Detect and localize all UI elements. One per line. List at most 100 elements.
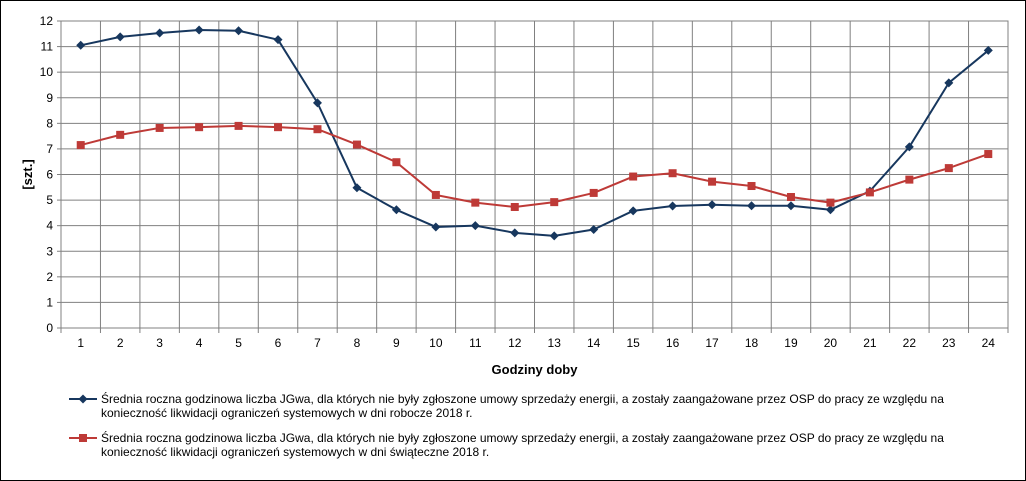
- x-tick-label: 13: [548, 336, 562, 350]
- data-point-diamond: [825, 205, 835, 215]
- data-point-square: [195, 123, 204, 132]
- x-axis-title: Godziny doby: [492, 362, 579, 377]
- x-axis-ticks: 1 2 3 4 5 6 7 8 9 10 11 12 13 14 15 16 17 18 19 20 21 22 23 24: [60, 328, 1009, 350]
- x-tick-label: 22: [903, 336, 917, 350]
- data-point-diamond: [352, 183, 362, 193]
- y-tick-label: 4: [46, 219, 53, 233]
- data-point-diamond: [431, 222, 441, 232]
- x-tick-label: 16: [666, 336, 680, 350]
- series-line: [80, 124, 989, 208]
- x-tick-label: 23: [942, 336, 956, 350]
- series: [76, 25, 993, 241]
- y-tick-label: 11: [41, 40, 54, 54]
- data-point-diamond: [510, 228, 520, 238]
- data-point-square: [668, 169, 677, 178]
- data-point-square: [76, 141, 85, 150]
- data-point-square: [786, 193, 795, 202]
- y-tick-label: 1: [46, 295, 53, 309]
- legend-label: Średnia roczna godzinowa liczba JGwa, dl…: [101, 391, 944, 406]
- data-point-square: [826, 198, 835, 207]
- data-point-square: [944, 164, 953, 173]
- data-point-square: [274, 123, 283, 132]
- legend-label: Średnia roczna godzinowa liczba JGwa, dl…: [101, 430, 944, 445]
- x-tick-label: 14: [587, 336, 601, 350]
- data-point-diamond: [194, 25, 204, 35]
- y-tick-label: 12: [40, 14, 54, 28]
- data-point-square: [471, 198, 480, 207]
- y-tick-label: 10: [40, 65, 54, 79]
- data-point-diamond: [470, 221, 480, 231]
- x-tick-label: 1: [77, 336, 84, 350]
- y-tick-label: 8: [46, 116, 53, 130]
- y-tick-label: 7: [46, 142, 53, 156]
- legend: Średnia roczna godzinowa liczba JGwa, dl…: [69, 391, 944, 459]
- x-tick-label: 8: [354, 336, 361, 350]
- x-tick-label: 10: [429, 336, 443, 350]
- data-point-square: [629, 172, 638, 181]
- data-point-diamond: [904, 142, 914, 152]
- data-point-square: [313, 125, 322, 134]
- data-point-square: [431, 190, 440, 199]
- data-point-diamond: [944, 78, 954, 88]
- data-point-diamond: [76, 40, 86, 50]
- legend-label: konieczność likwidacji ograniczeń system…: [101, 406, 473, 420]
- x-tick-label: 24: [982, 336, 996, 350]
- data-point-diamond: [786, 201, 796, 211]
- data-point-square: [234, 121, 243, 130]
- y-tick-label: 2: [46, 270, 53, 284]
- data-point-diamond: [155, 28, 165, 38]
- data-point-square: [589, 188, 598, 197]
- x-tick-label: 21: [863, 336, 877, 350]
- data-point-square: [550, 198, 559, 207]
- data-point-square: [708, 177, 717, 186]
- series-1: [76, 25, 993, 241]
- x-tick-label: 6: [275, 336, 282, 350]
- x-tick-label: 18: [745, 336, 759, 350]
- x-tick-label: 2: [117, 336, 124, 350]
- data-point-diamond: [391, 205, 401, 215]
- y-tick-label: 0: [46, 321, 53, 335]
- data-point-square: [905, 175, 914, 184]
- x-tick-label: 9: [393, 336, 400, 350]
- data-point-diamond: [312, 98, 322, 108]
- x-tick-label: 12: [508, 336, 522, 350]
- data-point-square: [510, 202, 519, 211]
- data-point-diamond: [668, 201, 678, 211]
- y-axis-title: [szt.]: [20, 159, 35, 189]
- series-2: [76, 121, 993, 211]
- x-tick-label: 15: [626, 336, 640, 350]
- data-point-square: [79, 434, 87, 442]
- x-tick-label: 20: [824, 336, 838, 350]
- y-tick-label: 6: [46, 168, 53, 182]
- y-tick-label: 9: [46, 91, 53, 105]
- data-point-square: [747, 182, 756, 191]
- data-point-square: [352, 140, 361, 149]
- legend-label: konieczność likwidacji ograniczeń system…: [101, 445, 489, 459]
- data-point-square: [155, 123, 164, 132]
- data-point-diamond: [549, 231, 559, 241]
- data-point-diamond: [78, 394, 88, 404]
- data-point-diamond: [234, 26, 244, 36]
- x-tick-label: 11: [469, 336, 482, 350]
- data-point-diamond: [589, 225, 599, 235]
- x-tick-label: 7: [314, 336, 321, 350]
- data-point-diamond: [273, 35, 283, 45]
- x-tick-label: 5: [235, 336, 242, 350]
- data-point-square: [865, 188, 874, 197]
- data-point-diamond: [115, 32, 125, 42]
- data-point-square: [392, 158, 401, 167]
- x-tick-label: 3: [156, 336, 163, 350]
- data-point-square: [984, 150, 993, 159]
- x-tick-label: 17: [705, 336, 719, 350]
- data-point-diamond: [707, 200, 717, 210]
- series-line: [80, 28, 989, 237]
- data-point-diamond: [983, 45, 993, 55]
- x-tick-label: 19: [784, 336, 798, 350]
- y-tick-label: 3: [46, 244, 53, 258]
- data-point-diamond: [628, 206, 638, 216]
- y-tick-label: 5: [46, 193, 53, 207]
- data-point-square: [116, 130, 125, 139]
- legend-item-2: Średnia roczna godzinowa liczba JGwa, dl…: [69, 430, 944, 459]
